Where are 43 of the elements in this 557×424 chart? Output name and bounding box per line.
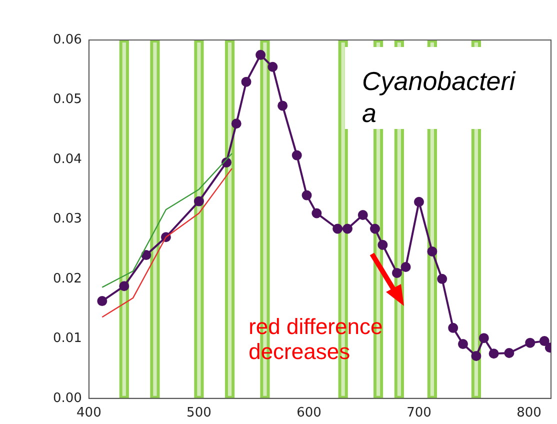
- point: [358, 210, 368, 220]
- point: [278, 100, 288, 111]
- point: [302, 190, 312, 200]
- y-tick-label: 0.02: [52, 271, 82, 286]
- x-tick-label: 600: [296, 406, 322, 421]
- point: [488, 348, 499, 359]
- point: [194, 196, 204, 206]
- point: [312, 208, 322, 218]
- y-tick-label: 0.05: [52, 92, 82, 108]
- x-tick-label: 400: [76, 406, 102, 421]
- point: [427, 246, 438, 256]
- point: [97, 296, 108, 306]
- point: [256, 50, 266, 60]
- point: [292, 150, 302, 160]
- point: [332, 224, 343, 234]
- point: [378, 240, 388, 250]
- point: [392, 268, 402, 278]
- point: [241, 76, 252, 87]
- point: [437, 274, 448, 284]
- y-tick-label: 0.06: [52, 32, 82, 48]
- point: [478, 333, 489, 344]
- point: [414, 196, 424, 207]
- point: [539, 336, 550, 346]
- point: [370, 224, 380, 234]
- point: [268, 62, 278, 72]
- point: [504, 348, 514, 358]
- point: [141, 250, 152, 260]
- point: [400, 262, 411, 272]
- point: [525, 338, 536, 348]
- point: [471, 350, 482, 361]
- point: [231, 118, 242, 129]
- text: Cyanobacteria: [345, 47, 545, 129]
- point: [342, 224, 352, 234]
- x-tick-label: 800: [516, 406, 542, 421]
- point: [119, 281, 130, 292]
- y-tick-label: 0.03: [52, 212, 82, 227]
- x-tick-label: 700: [406, 406, 432, 421]
- point: [458, 339, 468, 350]
- y-tick-label: 0.00: [52, 390, 82, 406]
- point: [448, 322, 458, 333]
- y-tick-label: 0.01: [52, 331, 82, 346]
- x-tick-label: 500: [186, 406, 212, 421]
- y-tick-label: 0.04: [52, 152, 82, 167]
